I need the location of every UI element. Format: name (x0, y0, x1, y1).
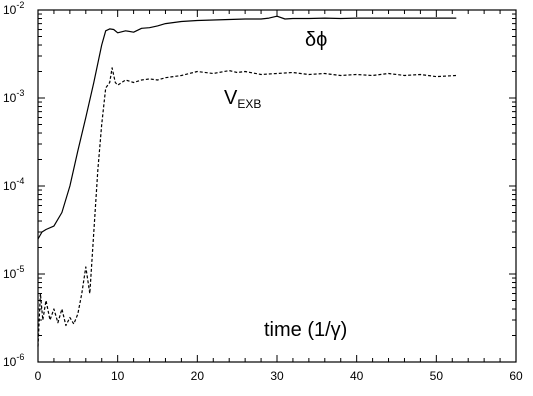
y-tick-base: 10 (3, 355, 17, 369)
series-line-dashed (37, 67, 457, 347)
vexb-subscript: EXB (237, 97, 261, 111)
y-tick-base: 10 (3, 267, 17, 281)
vexb-label: VEXB (224, 87, 261, 111)
y-tick-base: 10 (3, 3, 17, 17)
plot-frame (37, 9, 517, 363)
series-line-solid (37, 15, 457, 240)
y-tick-exponent: -5 (16, 264, 24, 274)
y-tick-exponent: -6 (16, 352, 24, 362)
x-tick-label: 50 (430, 369, 444, 383)
y-tick-exponent: -2 (16, 0, 24, 10)
x-tick-label: 40 (350, 369, 364, 383)
y-tick-label: 10-4 (3, 176, 24, 193)
x-tick-label: 60 (509, 369, 523, 383)
y-tick-exponent: -3 (16, 88, 24, 98)
axis-ticks (37, 9, 517, 363)
x-tick-label: 10 (111, 369, 125, 383)
vexb-main: V (224, 87, 238, 109)
x-tick-label: 30 (270, 369, 284, 383)
y-tick-base: 10 (3, 179, 17, 193)
y-tick-label: 10-5 (3, 264, 24, 281)
y-tick-label: 10-3 (3, 88, 24, 105)
dphi-label: δϕ (305, 29, 327, 51)
x-tick-label: 20 (191, 369, 205, 383)
y-tick-label: 10-6 (3, 352, 24, 369)
y-tick-label: 10-2 (3, 0, 24, 17)
x-tick-label: 0 (35, 369, 42, 383)
y-tick-base: 10 (3, 91, 17, 105)
series-layer (37, 15, 457, 347)
y-tick-exponent: -4 (16, 176, 24, 186)
time-axis-annotation: time (1/γ) (264, 319, 347, 341)
